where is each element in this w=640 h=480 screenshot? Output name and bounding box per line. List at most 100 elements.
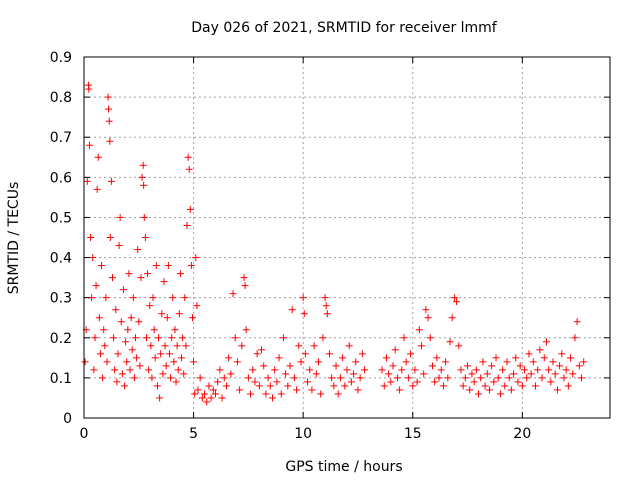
data-point: [422, 306, 430, 314]
data-point: [455, 342, 463, 350]
data-point: [468, 370, 476, 378]
data-point: [413, 378, 421, 386]
data-point: [290, 374, 298, 382]
data-point: [391, 346, 399, 354]
data-point: [336, 374, 344, 382]
data-point: [453, 298, 461, 306]
data-point: [571, 334, 579, 342]
data-point: [247, 390, 255, 398]
data-point: [95, 314, 103, 322]
data-point: [179, 334, 187, 342]
data-point: [251, 378, 259, 386]
data-point: [284, 382, 292, 390]
data-point: [472, 366, 480, 374]
data-point: [253, 350, 261, 358]
data-point: [521, 366, 529, 374]
data-point: [102, 294, 110, 302]
data-point: [387, 378, 395, 386]
data-point: [404, 374, 412, 382]
data-point: [341, 382, 349, 390]
x-tick-label: 20: [513, 426, 531, 442]
data-point: [575, 362, 583, 370]
data-point: [236, 386, 244, 394]
data-point: [126, 366, 134, 374]
data-point: [304, 378, 312, 386]
x-tick-label: 0: [80, 426, 89, 442]
data-point: [146, 302, 154, 310]
data-point: [418, 342, 426, 350]
data-point: [98, 262, 106, 270]
data-point: [209, 386, 217, 394]
data-point: [133, 354, 141, 362]
y-tick-label: 0.9: [50, 50, 72, 66]
data-point: [485, 386, 493, 394]
data-point: [87, 234, 95, 241]
data-point: [358, 350, 366, 358]
data-point: [132, 334, 140, 342]
data-point: [180, 370, 188, 378]
data-point: [129, 294, 137, 302]
data-point: [174, 366, 182, 374]
data-point: [101, 342, 109, 350]
data-point: [542, 338, 550, 346]
axis-ticks: 0 5 10 15 20 0 0.1 0.2 0.3 0.4 0.5 0.6 0.7 0.8 0.9: [50, 50, 610, 442]
data-point: [165, 350, 173, 358]
data-point: [147, 342, 155, 350]
data-point: [398, 366, 406, 374]
data-point: [181, 294, 189, 302]
data-point: [407, 350, 415, 358]
data-point: [85, 141, 93, 149]
data-point: [244, 374, 252, 382]
data-point: [266, 382, 274, 390]
data-point: [433, 354, 441, 362]
data-point: [545, 366, 553, 374]
data-point: [231, 334, 239, 342]
data-point: [450, 294, 458, 302]
data-point: [378, 366, 386, 374]
data-point: [123, 358, 131, 366]
data-point: [119, 286, 127, 294]
data-point: [227, 370, 235, 378]
y-tick-label: 0.4: [50, 251, 72, 267]
data-point: [549, 358, 557, 366]
data-point: [510, 370, 518, 378]
data-point: [117, 318, 125, 326]
data-point: [130, 374, 138, 382]
data-point: [220, 374, 228, 382]
data-point: [385, 370, 393, 378]
data-point: [319, 334, 327, 342]
data-point: [140, 181, 148, 189]
data-point: [137, 274, 145, 282]
data-point: [534, 366, 542, 374]
data-point: [551, 370, 559, 378]
data-point: [198, 394, 206, 402]
data-point: [505, 374, 513, 382]
data-point: [170, 358, 178, 366]
data-point: [238, 342, 246, 350]
data-point: [459, 382, 467, 390]
data-point: [105, 105, 113, 113]
data-point: [328, 374, 336, 382]
data-point: [151, 354, 159, 362]
data-point: [100, 326, 108, 334]
y-tick-label: 0.2: [50, 331, 72, 347]
data-point: [255, 382, 263, 390]
y-axis-title: SRMTID / TECUs: [6, 182, 22, 295]
data-point: [118, 370, 126, 378]
data-point: [580, 358, 588, 366]
data-point: [99, 374, 107, 382]
y-tick-label: 0.5: [50, 210, 72, 226]
data-point: [288, 306, 296, 314]
data-point: [193, 302, 201, 310]
data-point: [222, 382, 230, 390]
data-point: [523, 374, 531, 382]
data-point: [178, 354, 186, 362]
data-point: [124, 326, 132, 334]
data-point: [191, 390, 199, 398]
data-point: [108, 274, 116, 282]
data-point: [145, 366, 153, 374]
data-point: [201, 390, 209, 398]
data-point: [481, 382, 489, 390]
data-point: [293, 386, 301, 394]
